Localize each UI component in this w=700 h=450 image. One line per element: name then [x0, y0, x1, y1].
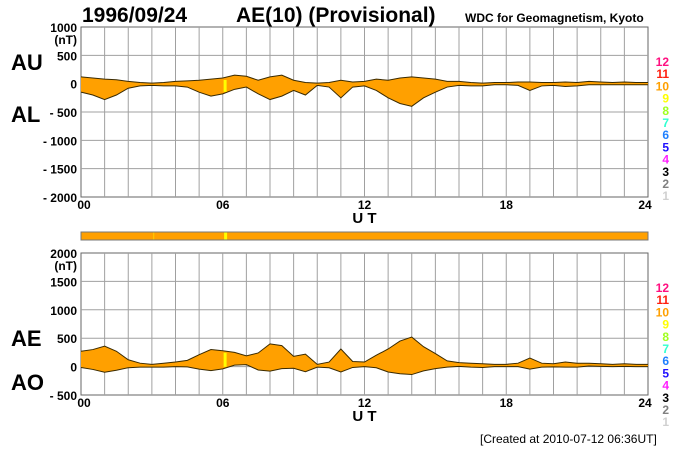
legend-station-count-9: 9: [662, 92, 669, 106]
legend-station-count-7: 7: [662, 116, 669, 130]
y-tick-label: 0: [70, 78, 77, 92]
legend-station-count-10: 10: [656, 79, 670, 93]
x-tick-label: 00: [77, 198, 91, 212]
x-tick-label: 18: [500, 396, 514, 410]
legend-station-count-5: 5: [662, 140, 669, 154]
legend-station-count-1: 1: [662, 189, 669, 203]
y-tick-label: - 500: [50, 106, 78, 120]
y-tick-label: - 1000: [43, 134, 77, 148]
y-tick-label: 1500: [50, 275, 77, 289]
legend-station-count-11: 11: [656, 67, 669, 81]
legend-station-count-5: 5: [662, 366, 669, 380]
y-tick-label: - 1500: [43, 163, 77, 177]
y-tick-label: 1000: [50, 304, 77, 318]
legend-station-count-3: 3: [662, 391, 669, 405]
series-line-au: [80, 74, 648, 84]
y-tick-label: - 500: [50, 389, 78, 403]
area-fill-ae-ao: [81, 337, 648, 375]
legend-station-count-4: 4: [662, 153, 669, 167]
x-tick-label: 24: [638, 396, 652, 410]
x-axis-label: U T: [352, 210, 376, 227]
y-tick-label: 500: [57, 332, 77, 346]
legend-station-count-11: 11: [656, 293, 669, 307]
legend-station-count-1: 1: [662, 415, 669, 429]
series-line-al: [80, 84, 648, 107]
x-axis-label: U T: [352, 408, 376, 425]
legend-station-count-4: 4: [662, 379, 669, 393]
legend-station-count-8: 8: [662, 104, 669, 118]
legend-station-count-2: 2: [662, 177, 669, 191]
station-bar-marker: [153, 232, 155, 240]
date-title: 1996/09/24: [82, 4, 188, 27]
legend-station-count-6: 6: [662, 354, 669, 368]
legend-station-count-12: 12: [656, 55, 670, 69]
x-tick-label: 06: [216, 396, 230, 410]
y-tick-label: 2000: [50, 247, 77, 261]
x-tick-label: 24: [638, 198, 652, 212]
x-tick-label: 06: [216, 198, 230, 212]
y-unit-label: (nT): [54, 259, 77, 273]
legend-station-count-9: 9: [662, 318, 669, 332]
chart-title: AE(10) (Provisional): [236, 4, 436, 27]
series-line-ao: [80, 364, 648, 376]
source-label: WDC for Geomagnetism, Kyoto: [465, 11, 644, 25]
x-tick-label: 00: [77, 396, 91, 410]
legend-station-count-12: 12: [656, 281, 670, 295]
y-tick-label: 1000: [50, 21, 77, 35]
y-tick-label: 0: [70, 361, 77, 375]
au-label: AU: [11, 50, 43, 75]
legend-station-count-10: 10: [656, 305, 670, 319]
legend-station-count-7: 7: [662, 342, 669, 356]
station-bar-marker: [224, 232, 228, 240]
series-line-ae: [80, 336, 648, 365]
legend-station-count-8: 8: [662, 330, 669, 344]
ae-label: AE: [11, 326, 42, 351]
al-label: AL: [11, 102, 41, 127]
y-tick-label: 500: [57, 49, 77, 63]
y-unit-label: (nT): [54, 33, 77, 47]
legend-station-count-2: 2: [662, 403, 669, 417]
x-tick-label: 12: [358, 198, 372, 212]
footer-created: [Created at 2010-07-12 06:36UT]: [480, 432, 657, 446]
y-tick-label: - 2000: [43, 191, 77, 205]
ao-label: AO: [11, 370, 44, 395]
x-tick-label: 18: [500, 198, 514, 212]
legend-station-count-6: 6: [662, 128, 669, 142]
legend-station-count-3: 3: [662, 165, 669, 179]
station-count-bar: [80, 231, 649, 241]
x-tick-label: 12: [358, 396, 372, 410]
